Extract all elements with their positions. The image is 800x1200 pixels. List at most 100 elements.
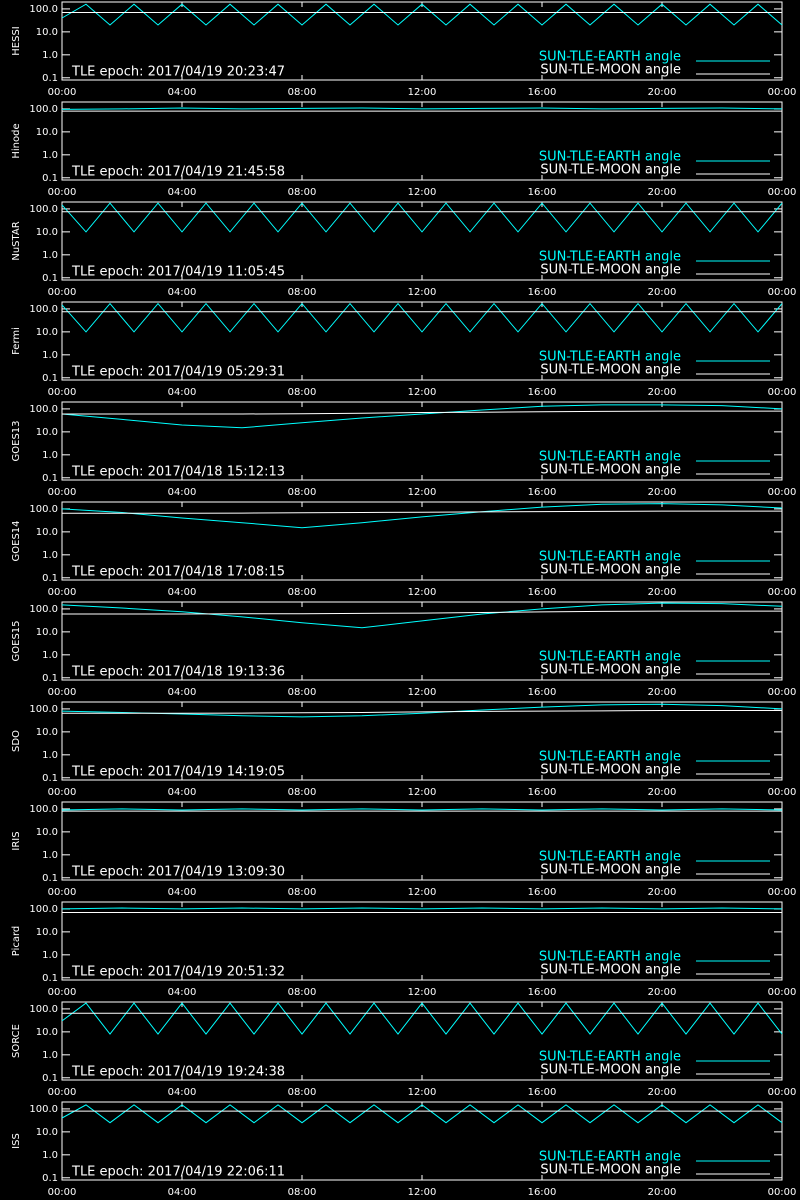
x-tick-label: 08:00 — [288, 587, 317, 598]
y-axis-label: GOES14 — [11, 520, 22, 561]
x-tick-label: 16:00 — [528, 287, 557, 298]
x-tick-label: 16:00 — [528, 1187, 557, 1198]
y-tick-label: 0.1 — [42, 573, 58, 584]
x-tick-label: 00:00 — [48, 887, 77, 898]
series-line — [61, 602, 783, 629]
x-tick-label: 12:00 — [408, 587, 437, 598]
x-tick-label: 20:00 — [648, 1187, 677, 1198]
series-line — [62, 610, 782, 615]
y-tick-label: 10.0 — [36, 927, 58, 938]
chart-panel: 0.1 1.0 10.0 100.0 00:00 04:00 08:00 12:00 16:00… — [11, 101, 796, 198]
chart-panel: 0.1 1.0 10.0 100.0 00:00 04:00 08:00 12:00 16:00… — [11, 1, 796, 98]
annotation: TLE epoch: 2017/04/19 14:19:05 — [71, 765, 285, 780]
x-tick-label: 12:00 — [408, 1087, 437, 1098]
legend-label: SUN-TLE-EARTH angle — [539, 350, 681, 365]
x-tick-label: 16:00 — [528, 1087, 557, 1098]
x-tick-label: 12:00 — [408, 687, 437, 698]
y-axis-label: GOES15 — [11, 620, 22, 661]
x-tick-label: 00:00 — [48, 787, 77, 798]
x-tick-label: 04:00 — [168, 787, 197, 798]
series-line — [61, 3, 783, 26]
x-tick-label: 16:00 — [528, 887, 557, 898]
annotation: TLE epoch: 2017/04/19 21:45:58 — [71, 165, 285, 180]
x-tick-label: 04:00 — [168, 87, 197, 98]
x-tick-label: 04:00 — [168, 987, 197, 998]
chart-panel: 0.1 1.0 10.0 100.0 00:00 04:00 08:00 12:00 16:00… — [11, 701, 796, 798]
y-axis-label: Fermi — [11, 327, 22, 355]
x-tick-label: 08:00 — [288, 287, 317, 298]
x-tick-label: 00:00 — [768, 1187, 797, 1198]
legend-label: SUN-TLE-EARTH angle — [539, 1050, 681, 1065]
x-tick-label: 20:00 — [648, 187, 677, 198]
y-tick-label: 100.0 — [29, 4, 58, 15]
x-tick-label: 04:00 — [168, 587, 197, 598]
y-tick-label: 0.1 — [42, 173, 58, 184]
x-tick-label: 20:00 — [648, 787, 677, 798]
annotation: TLE epoch: 2017/04/18 17:08:15 — [71, 565, 285, 580]
series-line — [61, 107, 783, 110]
legend-label: SUN-TLE-EARTH angle — [539, 550, 681, 565]
x-tick-label: 20:00 — [648, 387, 677, 398]
y-tick-label: 0.1 — [42, 73, 58, 84]
x-tick-label: 08:00 — [288, 487, 317, 498]
y-tick-label: 100.0 — [29, 804, 58, 815]
y-tick-label: 1.0 — [42, 1050, 58, 1061]
chart-panel: 0.1 1.0 10.0 100.0 00:00 04:00 08:00 12:00 16:00… — [11, 501, 796, 598]
x-tick-label: 20:00 — [648, 687, 677, 698]
y-axis-label: SDO — [11, 730, 22, 752]
y-tick-label: 1.0 — [42, 850, 58, 861]
series-line — [61, 703, 783, 718]
y-tick-label: 0.1 — [42, 673, 58, 684]
y-tick-label: 100.0 — [29, 904, 58, 915]
x-tick-label: 00:00 — [48, 1187, 77, 1198]
x-tick-label: 16:00 — [528, 387, 557, 398]
x-tick-label: 00:00 — [48, 987, 77, 998]
series-line — [61, 404, 783, 429]
x-tick-label: 00:00 — [48, 1087, 77, 1098]
x-tick-label: 04:00 — [168, 1187, 197, 1198]
y-tick-label: 0.1 — [42, 1173, 58, 1184]
series-line — [61, 907, 783, 910]
y-axis-label: IRIS — [11, 831, 22, 850]
x-tick-label: 00:00 — [48, 587, 77, 598]
y-tick-label: 0.1 — [42, 473, 58, 484]
y-tick-label: 10.0 — [36, 27, 58, 38]
series-line — [61, 302, 783, 333]
y-tick-label: 10.0 — [36, 227, 58, 238]
series-line — [61, 1104, 783, 1124]
x-tick-label: 20:00 — [648, 487, 677, 498]
y-axis-label: SORCE — [11, 1024, 22, 1058]
x-tick-label: 16:00 — [528, 487, 557, 498]
x-tick-label: 08:00 — [288, 687, 317, 698]
x-tick-label: 20:00 — [648, 587, 677, 598]
y-tick-label: 10.0 — [36, 727, 58, 738]
legend-label: SUN-TLE-EARTH angle — [539, 250, 681, 265]
y-tick-label: 100.0 — [29, 704, 58, 715]
y-tick-label: 0.1 — [42, 273, 58, 284]
annotation: TLE epoch: 2017/04/19 20:51:32 — [71, 965, 285, 980]
legend-label: SUN-TLE-MOON angle — [540, 763, 681, 778]
x-tick-label: 04:00 — [168, 887, 197, 898]
x-tick-label: 04:00 — [168, 687, 197, 698]
x-tick-label: 00:00 — [768, 687, 797, 698]
legend-label: SUN-TLE-MOON angle — [540, 463, 681, 478]
y-tick-label: 100.0 — [29, 104, 58, 115]
x-tick-label: 12:00 — [408, 187, 437, 198]
legend-label: SUN-TLE-MOON angle — [540, 163, 681, 178]
y-tick-label: 0.1 — [42, 373, 58, 384]
legend-label: SUN-TLE-MOON angle — [540, 1063, 681, 1078]
chart-panel: 0.1 1.0 10.0 100.0 00:00 04:00 08:00 12:00 16:00… — [11, 601, 797, 698]
x-tick-label: 04:00 — [168, 487, 197, 498]
annotation: TLE epoch: 2017/04/19 19:24:38 — [71, 1065, 285, 1080]
y-axis-label: GOES13 — [11, 420, 22, 461]
x-tick-label: 16:00 — [528, 187, 557, 198]
y-tick-label: 100.0 — [29, 604, 58, 615]
x-tick-label: 00:00 — [768, 1087, 797, 1098]
x-tick-label: 12:00 — [408, 1187, 437, 1198]
x-tick-label: 00:00 — [768, 487, 797, 498]
y-tick-label: 10.0 — [36, 627, 58, 638]
series-line — [61, 202, 783, 233]
y-tick-label: 1.0 — [42, 1150, 58, 1161]
x-tick-label: 00:00 — [768, 287, 797, 298]
